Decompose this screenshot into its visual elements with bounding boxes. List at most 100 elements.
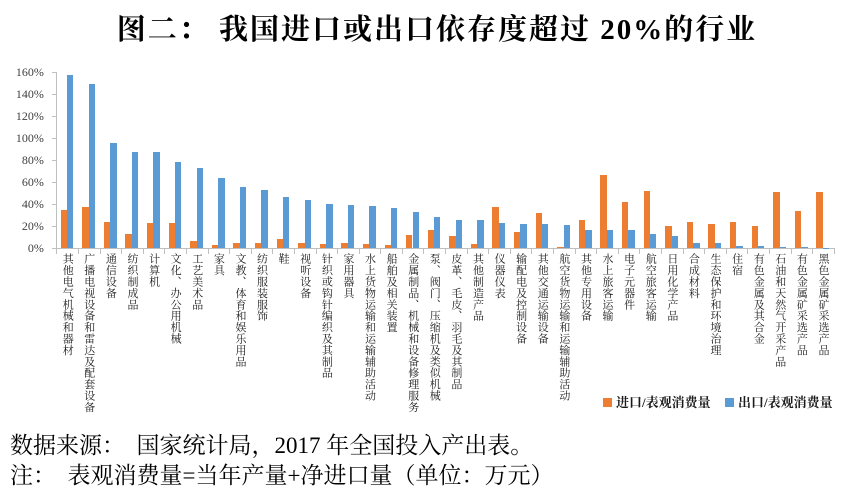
bar-import bbox=[125, 233, 132, 249]
bar-import bbox=[233, 243, 240, 249]
x-axis-tick bbox=[185, 249, 187, 254]
bar-import bbox=[211, 244, 219, 249]
y-axis-tick-label: 0% bbox=[27, 241, 44, 256]
source-note: 数据来源： 国家统计局，2017 年全国投入产出表。 bbox=[10, 433, 534, 458]
legend-swatch-import-icon bbox=[603, 398, 612, 407]
bar-export bbox=[131, 151, 139, 249]
bar-import bbox=[773, 192, 780, 249]
bar-export bbox=[174, 162, 182, 249]
category-label: 黑色金属矿采选产品 bbox=[816, 252, 829, 356]
bar-export bbox=[218, 177, 225, 249]
y-axis-tick-label: 40% bbox=[21, 197, 44, 212]
bar-import bbox=[406, 234, 413, 249]
y-axis-tick bbox=[51, 93, 57, 95]
category-label: 皮革、毛皮、羽毛及其制品 bbox=[449, 252, 462, 390]
x-axis-tick bbox=[164, 249, 166, 254]
bar-import bbox=[384, 244, 391, 249]
bar-export bbox=[390, 208, 398, 249]
bar-export bbox=[434, 217, 441, 249]
category-label: 有色金属矿采选产品 bbox=[795, 252, 808, 356]
x-axis-tick bbox=[466, 249, 468, 254]
bar-export bbox=[88, 83, 95, 249]
category-label: 输配电及控制设备 bbox=[514, 252, 527, 344]
category-label: 航空货物运输和运输辅助活动 bbox=[557, 252, 570, 401]
x-axis-tick bbox=[617, 249, 619, 254]
bar-import bbox=[816, 192, 823, 249]
category-label: 泵、阀门、压缩机及类似机械 bbox=[428, 252, 441, 401]
x-axis-tick bbox=[509, 249, 511, 254]
x-axis-tick bbox=[315, 249, 317, 254]
x-axis-tick bbox=[77, 249, 79, 254]
bar-export bbox=[67, 75, 74, 249]
bar-import bbox=[578, 220, 586, 249]
bar-import bbox=[146, 222, 154, 249]
category-label: 其他专用设备 bbox=[579, 252, 592, 321]
x-axis-tick bbox=[639, 249, 641, 254]
category-label: 仪器仪表 bbox=[493, 252, 506, 299]
x-axis-tick bbox=[704, 249, 706, 254]
bar-export bbox=[239, 187, 247, 249]
bar-import bbox=[190, 241, 197, 249]
y-axis-tick bbox=[51, 204, 57, 206]
x-axis-tick bbox=[725, 249, 727, 254]
bar-export bbox=[736, 245, 743, 249]
bar-import bbox=[470, 243, 478, 249]
x-axis-tick bbox=[250, 249, 252, 254]
bar-import bbox=[643, 191, 651, 249]
y-axis-tick bbox=[51, 226, 57, 228]
bar-export bbox=[714, 242, 722, 249]
x-axis-tick bbox=[769, 249, 770, 254]
bar-import bbox=[622, 201, 629, 249]
bar-import bbox=[341, 242, 348, 249]
category-label: 纺织制成品 bbox=[125, 252, 138, 310]
y-axis-tick bbox=[51, 71, 57, 73]
category-label: 针织或钩针编织及其制品 bbox=[320, 252, 333, 378]
bar-import bbox=[665, 225, 672, 249]
y-axis-tick bbox=[51, 182, 57, 184]
y-axis-tick-label: 100% bbox=[15, 130, 44, 145]
x-axis-tick bbox=[833, 249, 835, 254]
bar-import bbox=[708, 224, 715, 249]
bar-import bbox=[686, 221, 694, 249]
category-label: 水上旅客运输 bbox=[601, 252, 614, 321]
category-label: 住宿 bbox=[730, 252, 743, 276]
bar-import bbox=[103, 221, 111, 249]
x-axis-tick bbox=[596, 249, 598, 254]
category-label: 有色金属及其合金 bbox=[752, 252, 765, 344]
bar-import bbox=[730, 222, 737, 249]
category-label: 其他制造产品 bbox=[471, 252, 484, 321]
category-label: 生态保护和环境治理 bbox=[709, 252, 722, 356]
bar-export bbox=[196, 167, 203, 249]
x-axis-tick bbox=[531, 249, 533, 254]
category-label: 其他电气机械和器材 bbox=[61, 252, 74, 356]
x-axis-tick bbox=[99, 249, 101, 254]
x-axis-tick bbox=[358, 249, 360, 254]
bar-import bbox=[794, 210, 802, 249]
category-label: 家具 bbox=[212, 252, 225, 276]
bar-export bbox=[369, 206, 376, 249]
x-axis-tick bbox=[553, 249, 555, 254]
bar-import bbox=[60, 209, 67, 249]
bar-export bbox=[282, 196, 290, 249]
bar-export bbox=[347, 205, 355, 249]
x-axis-tick bbox=[488, 249, 490, 254]
legend-label-export: 出口/表观消费量 bbox=[738, 395, 833, 410]
category-label: 船舶及相关装置 bbox=[385, 252, 398, 333]
chart-title: 图二： 我国进口或出口依存度超过 20%的行业 bbox=[116, 14, 758, 46]
x-axis-tick bbox=[747, 249, 749, 254]
bar-import bbox=[600, 174, 607, 249]
x-axis-tick bbox=[142, 249, 144, 254]
legend-swatch-export-icon bbox=[725, 398, 734, 407]
bar-import bbox=[427, 229, 435, 249]
y-axis-tick-label: 60% bbox=[21, 175, 44, 190]
bar-export bbox=[153, 152, 160, 249]
bar-export bbox=[779, 247, 786, 249]
x-axis-line bbox=[56, 248, 835, 250]
category-label: 鞋 bbox=[277, 252, 290, 264]
bar-import bbox=[362, 244, 370, 249]
y-axis-tick bbox=[51, 160, 57, 161]
bar-export bbox=[628, 230, 635, 249]
x-axis-tick bbox=[812, 249, 814, 254]
bar-export bbox=[110, 143, 117, 249]
